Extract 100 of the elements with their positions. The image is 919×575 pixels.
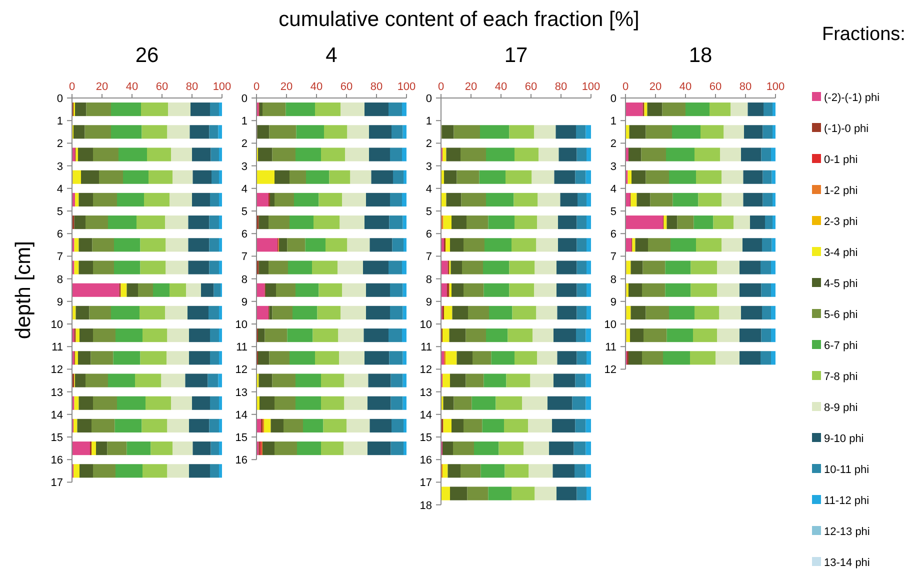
y-tick-label: 11	[52, 342, 63, 354]
y-tick-label: 0	[241, 93, 248, 105]
y-tick-label: 2	[241, 138, 248, 150]
y-tick-label: 8	[241, 274, 248, 286]
x-tick-label: 60	[524, 81, 538, 93]
y-tick-label: 5	[610, 206, 616, 218]
y-tick-label: 7	[426, 251, 432, 264]
y-tick-label: 3	[610, 160, 616, 173]
y-tick-label: 0	[56, 93, 63, 105]
y-tick-label: 6	[610, 228, 616, 241]
y-tick-label: 15	[235, 432, 248, 444]
x-tick-label: 40	[679, 81, 692, 93]
y-tick-label: 4	[426, 183, 432, 196]
x-axis-title: cumulative content of each fraction [%]	[278, 8, 640, 31]
x-tick-label: 40	[310, 81, 323, 93]
chart-title: 17	[504, 44, 528, 67]
y-tick-label: 2	[56, 138, 63, 150]
legend-label: 12-13 phi	[824, 526, 870, 538]
y-tick-label: 8	[426, 274, 432, 286]
legend-label: 1-2 phi	[824, 185, 858, 197]
x-tick-label: 40	[126, 81, 138, 93]
x-tick-label: 100	[766, 81, 785, 93]
x-tick-label: 100	[397, 81, 416, 93]
y-tick-label: 12	[604, 364, 616, 376]
x-tick-label: 20	[464, 81, 478, 93]
y-tick-label: 9	[426, 296, 432, 308]
y-tick-label: 3	[426, 160, 432, 173]
y-tick-label: 12	[235, 364, 248, 376]
y-tick-label: 6	[241, 228, 248, 241]
y-axis-title: depth [cm]	[12, 241, 35, 340]
y-tick-label: 16	[235, 454, 248, 467]
chart-title: 26	[135, 44, 159, 67]
y-tick-label: 6	[426, 228, 432, 241]
y-tick-label: 16	[50, 454, 63, 467]
x-tick-label: 20	[96, 81, 108, 93]
y-tick-label: 10	[50, 319, 63, 331]
legend-label: 0-1 phi	[824, 154, 858, 166]
y-tick-label: 4	[610, 183, 616, 196]
x-tick-label: 80	[186, 81, 198, 93]
y-tick-label: 4	[241, 183, 248, 196]
legend-label: 9-10 phi	[824, 433, 864, 445]
legend-label: (-1)-0 phi	[824, 123, 869, 135]
y-tick-label: 15	[50, 432, 63, 444]
y-tick-label: 4	[56, 183, 63, 196]
y-tick-label: 9	[610, 296, 616, 308]
y-tick-label: 12	[420, 364, 432, 376]
y-tick-label: 8	[610, 274, 616, 286]
y-tick-label: 7	[56, 251, 63, 264]
y-tick-label: 11	[605, 342, 616, 354]
y-tick-label: 13	[235, 386, 248, 399]
y-tick-label: 2	[426, 138, 432, 150]
y-tick-label: 14	[420, 409, 432, 422]
x-tick-label: 80	[370, 81, 383, 93]
legend-title: Fractions:	[822, 24, 906, 45]
y-tick-label: 16	[420, 454, 432, 467]
legend-label: 4-5 phi	[824, 278, 858, 290]
y-tick-label: 7	[610, 251, 616, 264]
legend-label: 2-3 phi	[824, 216, 858, 228]
x-tick-label: 60	[709, 81, 722, 93]
legend-label: 11-12 phi	[824, 495, 870, 507]
y-tick-label: 9	[56, 296, 63, 308]
y-tick-label: 0	[610, 93, 616, 105]
y-tick-label: 3	[241, 160, 248, 173]
y-tick-label: 5	[426, 206, 432, 218]
legend-label: (-2)-(-1) phi	[824, 92, 880, 104]
x-tick-label: 20	[280, 81, 293, 93]
y-tick-label: 13	[50, 386, 63, 399]
x-tick-label: 60	[156, 81, 168, 93]
y-tick-label: 1	[241, 116, 248, 128]
y-tick-label: 10	[420, 319, 432, 331]
y-tick-label: 1	[56, 116, 63, 128]
y-tick-label: 15	[420, 432, 432, 444]
y-tick-label: 12	[50, 364, 63, 376]
legend-label: 10-11 phi	[824, 464, 870, 476]
y-tick-label: 10	[235, 319, 248, 331]
y-tick-label: 1	[610, 116, 616, 128]
x-tick-label: 40	[494, 81, 508, 93]
legend-label: 3-4 phi	[824, 247, 858, 259]
x-tick-label: 100	[582, 81, 600, 93]
y-tick-label: 1	[426, 116, 432, 128]
y-tick-label: 5	[56, 206, 63, 218]
x-tick-label: 80	[739, 81, 752, 93]
legend-label: 13-14 phi	[824, 557, 870, 569]
y-tick-label: 8	[56, 274, 63, 286]
legend-label: 8-9 phi	[824, 402, 858, 414]
x-tick-label: 0	[438, 81, 444, 93]
x-tick-label: 0	[253, 81, 260, 93]
x-tick-label: 0	[622, 81, 629, 93]
y-tick-label: 13	[420, 386, 432, 399]
y-tick-label: 14	[50, 409, 63, 422]
chart-title: 4	[326, 44, 338, 67]
x-tick-label: 20	[649, 81, 662, 93]
y-tick-label: 14	[235, 409, 248, 422]
x-tick-label: 0	[68, 81, 76, 93]
y-tick-label: 9	[241, 296, 248, 308]
legend-label: 7-8 phi	[824, 371, 858, 383]
y-tick-label: 5	[241, 206, 248, 218]
y-tick-label: 0	[426, 93, 432, 105]
y-tick-label: 17	[50, 477, 63, 490]
legend-label: 6-7 phi	[824, 340, 858, 352]
